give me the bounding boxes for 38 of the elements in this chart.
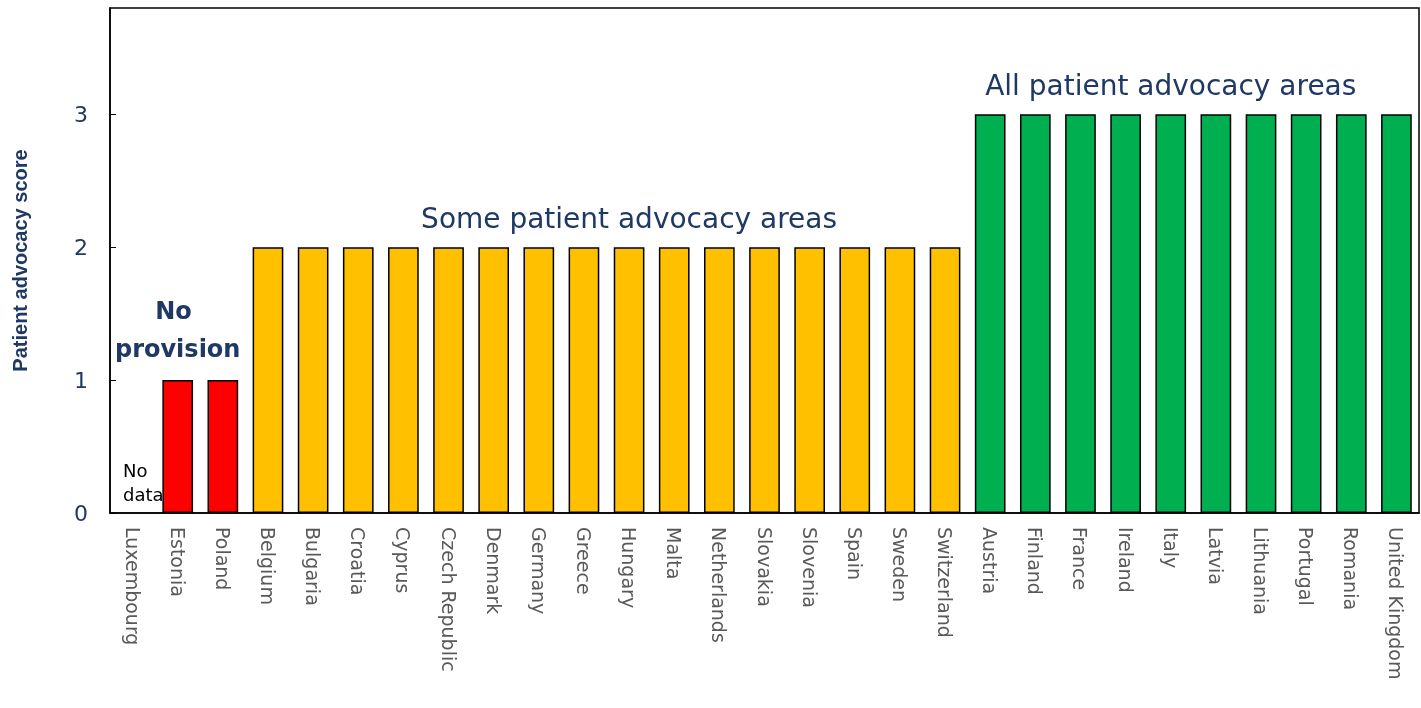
x-tick-label: Finland [1024,527,1047,595]
x-tick-label: Belgium [256,527,279,605]
annotation: All patient advocacy areas [985,68,1357,102]
x-tick-label: Portugal [1295,527,1318,606]
x-tick-label: Estonia [166,527,189,597]
x-tick-label: Bulgaria [302,527,325,606]
x-tick-label: Slovenia [798,527,821,608]
x-tick-label: Ireland [1114,527,1137,593]
y-tick-label: 2 [74,234,88,260]
x-tick-label: Croatia [347,527,370,596]
x-tick-label: Cyprus [392,527,415,594]
annotation: No data [123,459,164,505]
x-tick-label: Austria [979,527,1002,595]
annotation: Some patient advocacy areas [421,201,838,235]
x-tick-label: United Kingdom [1385,527,1408,680]
y-tick-label: 1 [74,367,88,393]
x-tick-label: Malta [663,527,686,580]
x-tick-label: Poland [211,527,234,591]
x-tick-label: Greece [572,527,595,595]
x-tick-label: Denmark [482,527,505,615]
x-tick-label: Luxembourg [121,527,144,646]
y-axis-title: Patient advocacy score [9,149,31,372]
x-tick-label: Latvia [1204,527,1227,585]
x-tick-label: Switzerland [934,527,957,638]
x-tick-label: Romania [1340,527,1363,611]
x-tick-label: Lithuania [1250,527,1273,616]
x-tick-label: Slovakia [753,527,776,607]
x-tick-label: Italy [1159,527,1182,569]
x-tick-label: Netherlands [708,527,731,643]
x-tick-label: Germany [527,527,550,615]
annotation: No provision [114,297,241,364]
y-tick-label: 0 [74,500,88,526]
y-tick-label: 3 [74,101,88,127]
x-tick-label: France [1069,527,1092,591]
x-tick-label: Czech Republic [437,527,460,672]
x-tick-label: Spain [843,527,866,581]
x-tick-label: Sweden [888,527,911,603]
x-tick-label: Hungary [618,527,641,609]
